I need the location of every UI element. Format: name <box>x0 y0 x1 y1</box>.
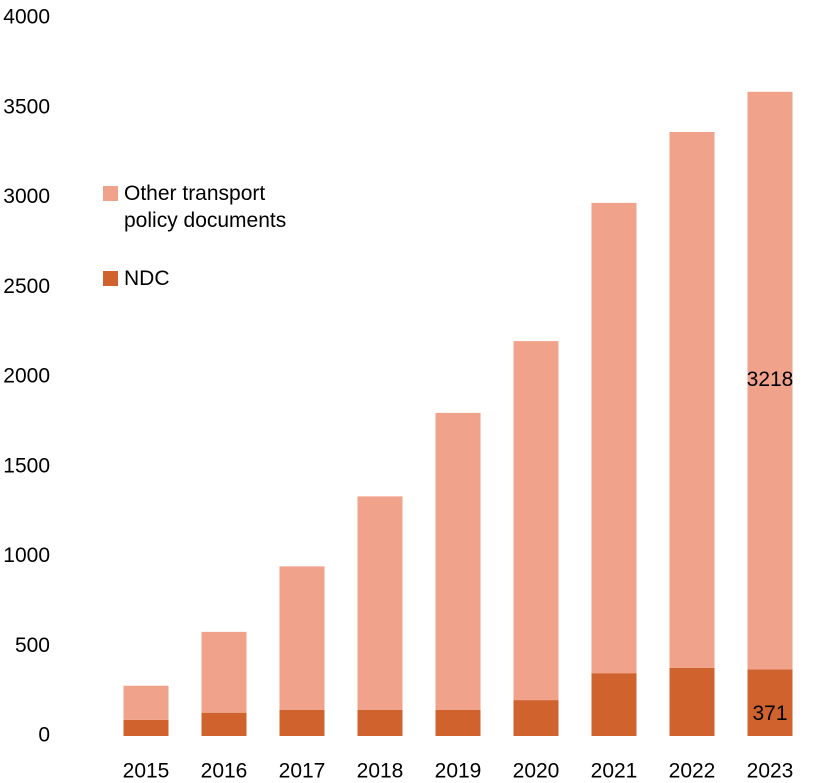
x-tick-label: 2021 <box>591 760 638 783</box>
y-tick-label: 1000 <box>3 544 50 567</box>
bar-segment <box>591 673 637 736</box>
bar-segment <box>201 631 247 713</box>
x-tick-label: 2016 <box>201 760 248 783</box>
legend-item: NDC <box>103 265 323 292</box>
x-tick-label: 2017 <box>279 760 326 783</box>
y-tick-label: 4000 <box>3 6 50 29</box>
y-tick-label: 0 <box>38 724 50 747</box>
legend-item: Other transport policy documents <box>103 180 323 234</box>
legend-swatch <box>103 271 118 286</box>
bar-segment <box>513 341 559 701</box>
legend-label: NDC <box>124 267 170 290</box>
bar-segment <box>123 685 169 720</box>
x-tick-label: 2020 <box>513 760 560 783</box>
bar-segment <box>591 202 637 674</box>
bar-segment <box>669 131 715 668</box>
x-tick-label: 2019 <box>435 760 482 783</box>
bar-segment <box>279 709 325 736</box>
data-label: 371 <box>752 702 787 725</box>
y-tick-label: 2500 <box>3 275 50 298</box>
bar-segment <box>123 719 169 736</box>
y-tick-label: 500 <box>15 634 50 657</box>
bar-segment <box>279 566 325 710</box>
bar-segment <box>435 412 481 710</box>
bar-segment <box>357 496 403 710</box>
y-tick-label: 3000 <box>3 185 50 208</box>
bar-segment <box>201 712 247 736</box>
bar-segment <box>747 91 793 670</box>
bar-segment <box>513 700 559 736</box>
y-tick-label: 3500 <box>3 95 50 118</box>
bar-segment <box>669 667 715 736</box>
y-tick-label: 2000 <box>3 365 50 388</box>
bar-segment <box>357 709 403 736</box>
legend-swatch <box>103 186 118 201</box>
y-tick-label: 1500 <box>3 454 50 477</box>
bar-segment <box>747 669 793 736</box>
x-tick-label: 2022 <box>669 760 716 783</box>
x-tick-label: 2023 <box>747 760 794 783</box>
x-tick-label: 2015 <box>123 760 170 783</box>
legend-label: Other transport policy documents <box>124 182 287 232</box>
x-tick-label: 2018 <box>357 760 404 783</box>
bar-segment <box>435 709 481 736</box>
data-label: 3218 <box>747 368 794 391</box>
